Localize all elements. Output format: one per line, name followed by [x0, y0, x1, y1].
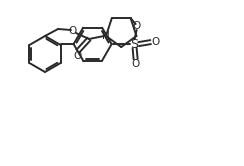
Text: O: O: [152, 37, 160, 47]
Text: S: S: [131, 38, 139, 51]
Text: O: O: [68, 26, 76, 36]
Text: N: N: [102, 31, 110, 41]
Text: O: O: [132, 59, 140, 69]
Text: O: O: [73, 51, 81, 61]
Text: O: O: [132, 21, 141, 31]
